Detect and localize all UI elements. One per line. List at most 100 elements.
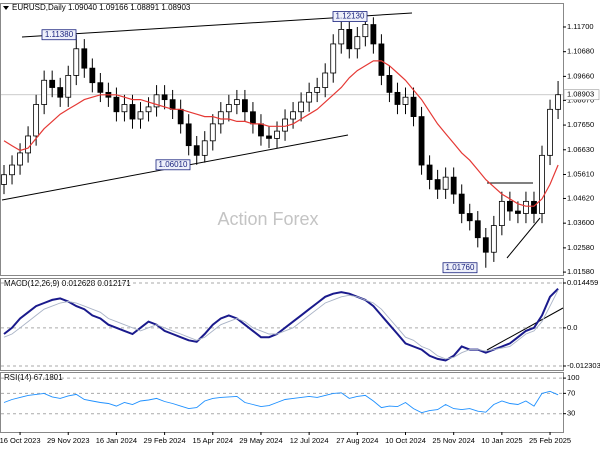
y-tick-label: 1.07650: [567, 120, 594, 129]
candle-body: [201, 140, 208, 156]
x-tick-label: 16 Oct 2023: [0, 436, 40, 445]
price-title: EURUSD,Daily 1.09040 1.09166 1.08891 1.0…: [12, 3, 191, 12]
candle-body: [386, 75, 393, 93]
annotation-label: 1.12130: [336, 12, 365, 21]
series-line: [3, 289, 559, 360]
candle-body: [73, 48, 80, 76]
y-tick-label: 1.04620: [567, 193, 594, 202]
candle-body: [442, 176, 449, 190]
menu-arrow: [3, 6, 9, 10]
candle-body: [394, 91, 401, 105]
annotation-label: 1.01760: [446, 263, 475, 272]
candle-body: [57, 87, 64, 98]
x-tick-label: 25 Nov 2024: [432, 436, 475, 445]
candle-body: [250, 111, 256, 125]
annotation-box: [332, 11, 368, 22]
candle-body: [233, 99, 240, 105]
candle-body: [145, 106, 152, 113]
annotation-label: 1.11380: [45, 30, 74, 39]
candle-body: [129, 104, 136, 120]
candle-body: [362, 24, 369, 38]
candle-body: [97, 82, 104, 93]
candle-body: [354, 36, 361, 50]
y-tick-label: 100: [567, 373, 580, 382]
y-tick-label: 30: [567, 409, 575, 418]
series-line: [3, 390, 559, 414]
candle-body: [217, 111, 224, 125]
candle-body: [370, 24, 377, 45]
candle-body: [338, 29, 345, 45]
x-tick-label: 15 Apr 2024: [193, 436, 233, 445]
macd-trendline: [486, 307, 564, 351]
candle-body: [41, 79, 48, 105]
candle-body: [555, 94, 561, 110]
y-tick-label: 1.02580: [567, 243, 594, 252]
y-tick-label: 1.06630: [567, 145, 594, 154]
annotation-box: [442, 262, 478, 274]
candle-body: [177, 108, 184, 125]
candle-body: [17, 152, 23, 166]
candle-body: [547, 108, 553, 156]
candle-body: [458, 193, 465, 214]
candle-body: [474, 220, 481, 239]
candle-body: [89, 67, 96, 84]
candle-body: [121, 104, 128, 113]
candle-body: [498, 200, 505, 226]
price-panel: [0, 3, 564, 276]
candle-body: [402, 96, 409, 105]
candle-body: [490, 225, 497, 253]
y-tick-label: -0.012303: [567, 361, 600, 370]
series-line: [3, 287, 559, 362]
rsi-panel: [0, 372, 564, 433]
candle-body: [161, 94, 168, 101]
x-tick-label: 25 Feb 2025: [529, 436, 571, 445]
candle-body: [298, 101, 305, 113]
y-tick-label: 1.01580: [567, 267, 594, 276]
candle-body: [225, 104, 232, 113]
candle-body: [482, 237, 489, 253]
candle-body: [193, 145, 200, 156]
candle-body: [506, 200, 513, 212]
candle-body: [290, 111, 296, 120]
macd-title: MACD(12,26,9) 0.012628 0.012171: [4, 279, 131, 288]
candle-body: [330, 43, 337, 74]
x-tick-label: 10 Jan 2025: [481, 436, 522, 445]
candle-body: [434, 179, 441, 190]
annotation-box: [155, 159, 191, 171]
last-price-box: [563, 89, 600, 101]
candle-body: [1, 174, 7, 185]
candle-body: [137, 111, 144, 120]
y-tick-label: 0.0: [567, 323, 577, 332]
candle-body: [113, 96, 120, 113]
candle-body: [322, 72, 329, 88]
y-tick-label: 1.03600: [567, 218, 594, 227]
candle-body: [169, 99, 176, 110]
candle-body: [306, 91, 313, 103]
candle-body: [539, 154, 545, 214]
candle-body: [274, 130, 280, 139]
candle-body: [410, 96, 417, 117]
candle-body: [418, 116, 425, 166]
candle-body: [25, 135, 31, 154]
candle-body: [466, 213, 473, 222]
series-line: [3, 60, 559, 207]
y-tick-label: 1.10680: [567, 47, 594, 56]
x-tick-label: 27 Aug 2024: [336, 436, 378, 445]
x-tick-label: 16 Jan 2024: [96, 436, 137, 445]
y-tick-label: 1.11700: [567, 22, 594, 31]
annotation-box: [41, 29, 77, 41]
annotation-label: 1.06010: [159, 160, 188, 169]
candle-body: [65, 75, 72, 98]
candle-body: [314, 87, 321, 93]
candle-body: [531, 200, 537, 214]
candle-body: [523, 200, 529, 214]
candle-body: [185, 123, 192, 147]
x-tick-label: 10 Oct 2024: [385, 436, 426, 445]
y-tick-label: 1.05610: [567, 169, 594, 178]
y-tick-label: 0.014459: [567, 278, 598, 287]
x-tick-label: 29 Feb 2024: [144, 436, 186, 445]
x-tick-label: 29 May 2024: [239, 436, 282, 445]
candle-body: [282, 118, 288, 132]
candle-body: [241, 99, 248, 113]
candle-body: [209, 123, 216, 142]
